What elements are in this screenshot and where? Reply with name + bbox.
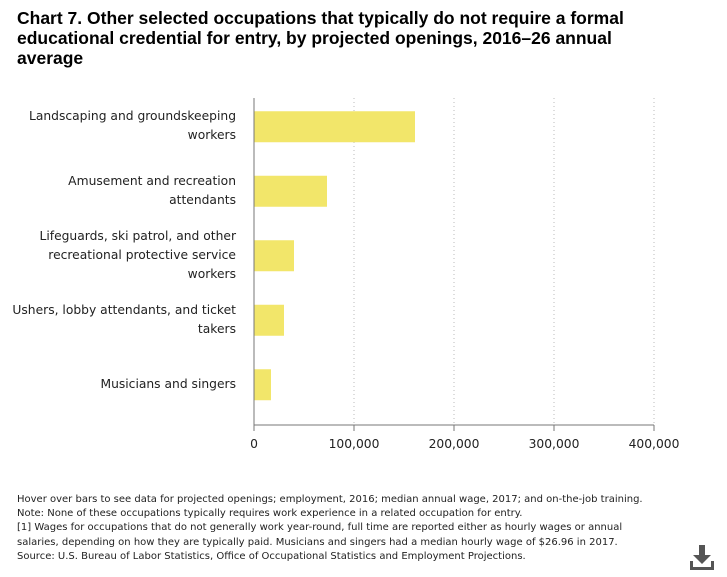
x-tick-label: 100,000 xyxy=(329,437,380,451)
chart-title: Chart 7. Other selected occupations that… xyxy=(17,8,657,68)
category-label: Musicians and singers xyxy=(100,375,236,394)
x-tick-label: 400,000 xyxy=(629,437,680,451)
x-tick-label: 300,000 xyxy=(529,437,580,451)
note-wages-1: [1] Wages for occupations that do not ge… xyxy=(17,522,623,534)
category-label: Lifeguards, ski patrol, and other recreat… xyxy=(39,227,236,284)
category-label-line: attendants xyxy=(169,192,236,207)
bar[interactable] xyxy=(254,369,271,401)
bar[interactable] xyxy=(254,304,284,336)
x-tick-label: 0 xyxy=(250,437,258,451)
category-label-line: Ushers, lobby attendants, and ticket xyxy=(12,302,236,317)
category-label-line: Musicians and singers xyxy=(100,376,236,391)
note-source: Source: U.S. Bureau of Labor Statistics,… xyxy=(17,550,526,562)
chart-notes: Hover over bars to see data for projecte… xyxy=(17,493,697,564)
download-button[interactable] xyxy=(688,543,716,571)
bar[interactable] xyxy=(254,240,294,272)
category-label-line: Amusement and recreation xyxy=(68,173,236,188)
category-label-line: workers xyxy=(187,128,236,143)
note-hover: Hover over bars to see data for projecte… xyxy=(17,494,643,505)
bar[interactable] xyxy=(254,175,327,207)
category-label-line: Lifeguards, ski patrol, and other xyxy=(39,228,236,243)
note-wages-2: salaries, depending on how they are typi… xyxy=(17,536,618,548)
bar-chart: 0 100,000 200,000 300,000 400,000 xyxy=(250,98,680,451)
category-label: Ushers, lobby attendants, and ticket take… xyxy=(12,301,236,339)
category-label-line: Landscaping and groundskeeping xyxy=(28,109,236,124)
category-label-line: workers xyxy=(187,266,236,281)
category-label-line: takers xyxy=(197,321,236,336)
category-label: Amusement and recreation attendants xyxy=(68,172,236,210)
x-tick-label: 200,000 xyxy=(429,437,480,451)
chart-title-line: educational credential for entry, by pro… xyxy=(17,28,612,48)
chart-title-line: average xyxy=(17,48,84,68)
chart-title-line: Chart 7. Other selected occupations that… xyxy=(17,8,624,28)
category-label-line: recreational protective service xyxy=(48,247,236,262)
note-experience: Note: None of these occupations typicall… xyxy=(17,508,523,520)
category-label: Landscaping and groundskeeping workers xyxy=(29,107,236,145)
download-icon xyxy=(690,545,714,570)
bar[interactable] xyxy=(254,111,415,143)
